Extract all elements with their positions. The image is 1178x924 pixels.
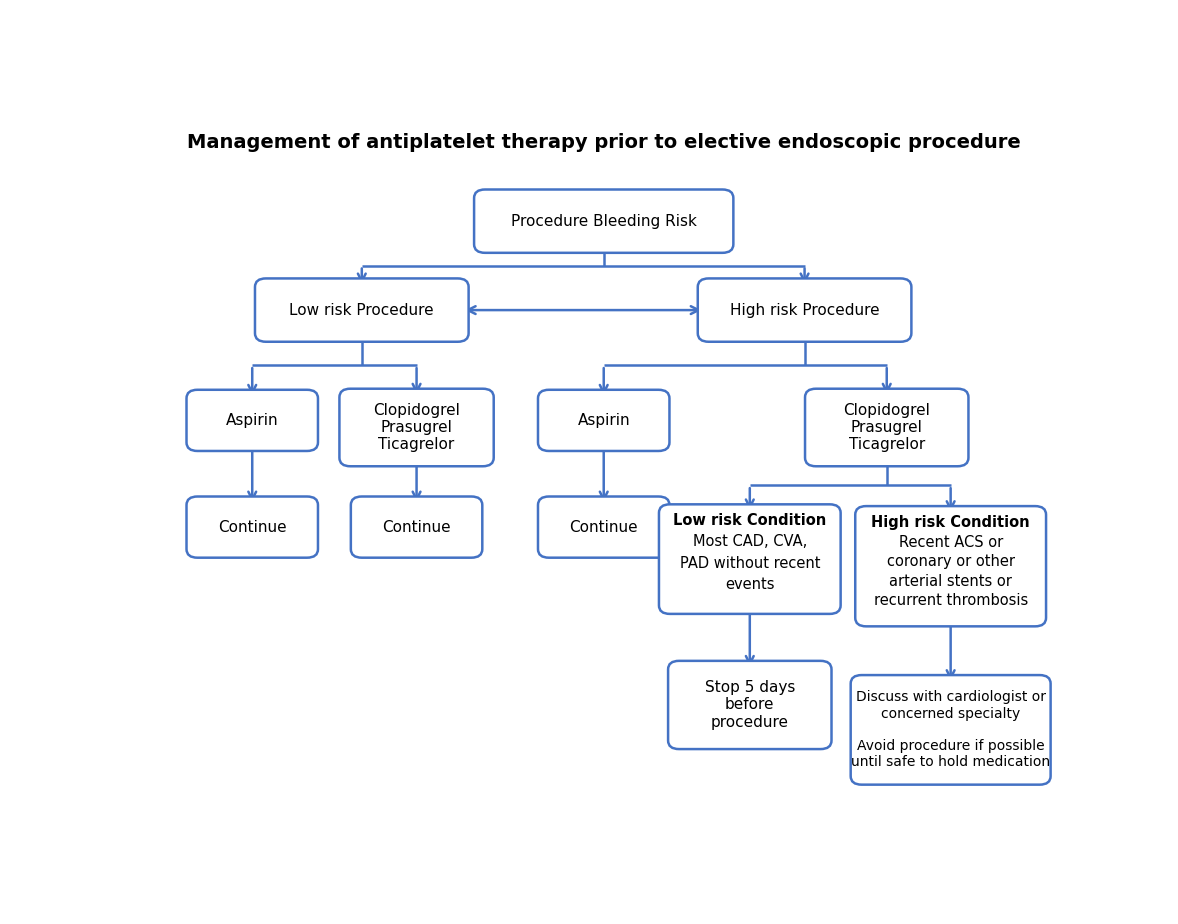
FancyBboxPatch shape — [339, 389, 494, 467]
Text: Procedure Bleeding Risk: Procedure Bleeding Risk — [511, 213, 696, 228]
FancyBboxPatch shape — [351, 496, 482, 558]
Text: Aspirin: Aspirin — [226, 413, 278, 428]
FancyBboxPatch shape — [851, 675, 1051, 784]
FancyBboxPatch shape — [855, 506, 1046, 626]
Text: Aspirin: Aspirin — [577, 413, 630, 428]
FancyBboxPatch shape — [805, 389, 968, 467]
Text: Low risk Condition: Low risk Condition — [673, 513, 827, 528]
Text: PAD without recent: PAD without recent — [680, 555, 820, 571]
FancyBboxPatch shape — [538, 496, 669, 558]
Text: Continue: Continue — [382, 519, 451, 535]
Text: coronary or other: coronary or other — [887, 554, 1014, 569]
FancyBboxPatch shape — [538, 390, 669, 451]
Text: Discuss with cardiologist or
concerned specialty

Avoid procedure if possible
un: Discuss with cardiologist or concerned s… — [851, 690, 1051, 770]
Text: Continue: Continue — [218, 519, 286, 535]
FancyBboxPatch shape — [659, 505, 841, 614]
Text: Management of antiplatelet therapy prior to elective endoscopic procedure: Management of antiplatelet therapy prior… — [187, 133, 1020, 152]
Text: Recent ACS or: Recent ACS or — [899, 535, 1002, 550]
Text: events: events — [724, 578, 775, 592]
FancyBboxPatch shape — [697, 278, 912, 342]
Text: Most CAD, CVA,: Most CAD, CVA, — [693, 534, 807, 549]
Text: Stop 5 days
before
procedure: Stop 5 days before procedure — [704, 680, 795, 730]
FancyBboxPatch shape — [186, 390, 318, 451]
FancyBboxPatch shape — [186, 496, 318, 558]
Text: Clopidogrel
Prasugrel
Ticagrelor: Clopidogrel Prasugrel Ticagrelor — [373, 403, 459, 453]
Text: Clopidogrel
Prasugrel
Ticagrelor: Clopidogrel Prasugrel Ticagrelor — [843, 403, 931, 453]
Text: recurrent thrombosis: recurrent thrombosis — [874, 593, 1027, 608]
Text: arterial stents or: arterial stents or — [889, 574, 1012, 589]
FancyBboxPatch shape — [474, 189, 734, 253]
FancyBboxPatch shape — [668, 661, 832, 749]
Text: Low risk Procedure: Low risk Procedure — [290, 302, 435, 318]
Text: High risk Condition: High risk Condition — [872, 516, 1030, 530]
Text: High risk Procedure: High risk Procedure — [729, 302, 880, 318]
FancyBboxPatch shape — [254, 278, 469, 342]
Text: Continue: Continue — [569, 519, 638, 535]
